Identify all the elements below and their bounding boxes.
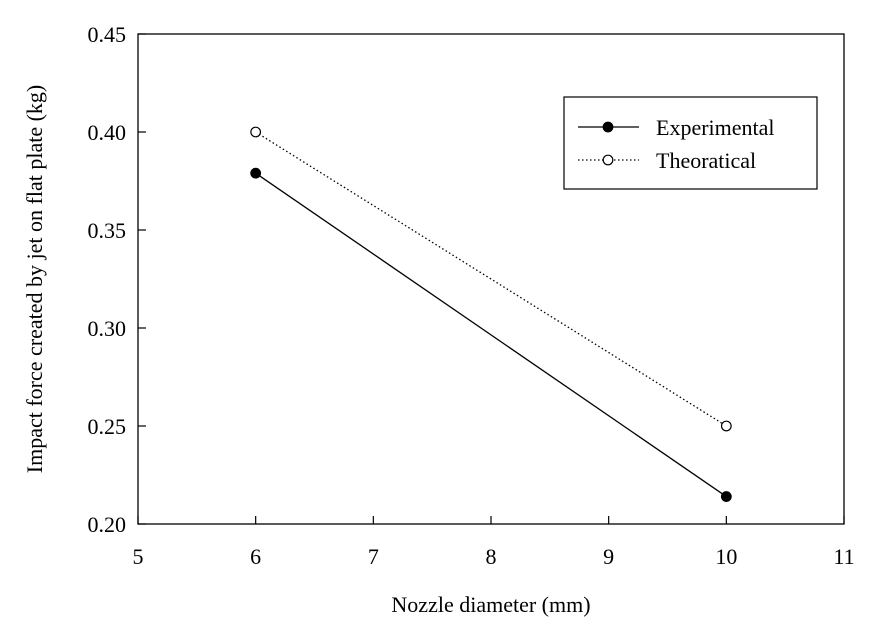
data-point-experimental bbox=[720, 491, 732, 502]
x-axis: 5 6 7 8 9 10 11 bbox=[133, 516, 855, 569]
x-axis-title: Nozzle diameter (mm) bbox=[391, 592, 590, 617]
legend-experimental-label: Experimental bbox=[656, 115, 775, 140]
y-axis: 0.20 0.25 0.30 0.35 0.40 0.45 bbox=[88, 22, 146, 537]
series-layer bbox=[250, 126, 732, 502]
x-tick-label: 7 bbox=[368, 544, 379, 569]
data-point-experimental bbox=[250, 167, 262, 179]
x-tick-label: 9 bbox=[603, 544, 614, 569]
legend-box bbox=[563, 96, 818, 190]
y-axis-title: Impact force created by jet on flat plat… bbox=[22, 85, 47, 473]
y-tick-label: 0.40 bbox=[88, 120, 127, 145]
legend: Experimental Theoratical bbox=[563, 96, 818, 190]
x-tick-label: 5 bbox=[133, 544, 144, 569]
x-tick-label: 10 bbox=[715, 544, 737, 569]
y-tick-label: 0.35 bbox=[88, 218, 127, 243]
y-tick-label: 0.25 bbox=[88, 414, 127, 439]
data-point-theoratical bbox=[720, 420, 732, 432]
y-tick-label: 0.20 bbox=[88, 512, 127, 537]
series-line-experimental bbox=[255, 172, 727, 498]
x-tick-label: 6 bbox=[250, 544, 261, 569]
y-tick-label: 0.30 bbox=[88, 316, 127, 341]
legend-theoratical-marker bbox=[602, 154, 614, 166]
x-tick-label: 11 bbox=[833, 544, 854, 569]
y-tick-label: 0.45 bbox=[88, 22, 127, 47]
legend-theoratical-label: Theoratical bbox=[656, 148, 756, 173]
legend-experimental-marker bbox=[602, 121, 614, 133]
series-line-theoratical bbox=[255, 131, 727, 427]
x-tick-label: 8 bbox=[486, 544, 497, 569]
data-point-theoratical bbox=[250, 126, 262, 138]
